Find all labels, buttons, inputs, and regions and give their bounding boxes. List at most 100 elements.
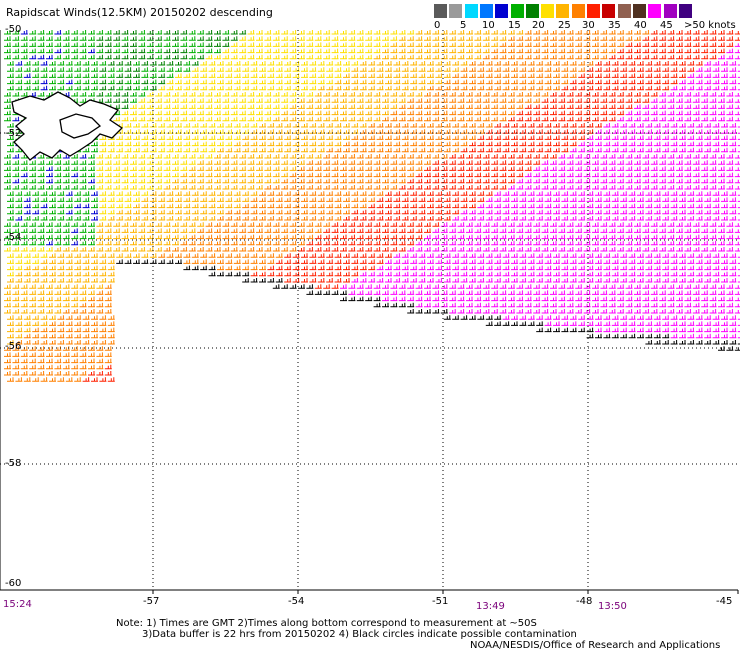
wind-barb — [82, 321, 90, 326]
wind-barb — [20, 302, 28, 308]
wind-barb — [401, 197, 409, 202]
wind-barb — [524, 284, 532, 289]
wind-barb — [368, 259, 376, 264]
wind-barb — [519, 265, 527, 271]
wind-barb — [141, 191, 149, 196]
wind-barb — [533, 54, 541, 60]
wind-barb — [175, 209, 182, 215]
wind-barb — [281, 104, 289, 109]
wind-barb — [502, 259, 510, 264]
wind-barb — [124, 67, 132, 72]
wind-barb — [600, 154, 608, 159]
wind-barb — [586, 67, 594, 72]
wind-barb — [208, 79, 216, 85]
wind-barb — [578, 191, 586, 196]
wind-barb — [40, 278, 48, 283]
wind-barb — [516, 222, 524, 227]
wind-barb — [99, 216, 107, 221]
wind-barb — [401, 259, 409, 264]
wind-barb — [368, 79, 376, 85]
wind-barb — [62, 185, 70, 190]
wind-barb — [348, 234, 356, 240]
wind-barb — [205, 92, 213, 97]
wind-barb — [239, 54, 247, 60]
wind-barb — [49, 265, 56, 271]
wind-barb — [692, 154, 700, 159]
wind-barb — [670, 67, 678, 72]
wind-barb — [373, 36, 381, 41]
wind-barb — [586, 265, 594, 271]
wind-barb — [239, 178, 247, 184]
wind-barb — [334, 265, 342, 271]
wind-barb — [603, 135, 611, 140]
wind-barb — [20, 166, 28, 171]
wind-barb — [407, 185, 415, 190]
wind-barb — [166, 79, 174, 85]
wind-barb — [432, 284, 440, 289]
wind-barb — [208, 216, 216, 221]
wind-barb — [709, 178, 717, 184]
wind-barb — [718, 178, 725, 184]
wind-barb — [32, 67, 40, 72]
wind-barb — [443, 147, 451, 153]
wind-barb — [617, 302, 625, 308]
wind-barb — [642, 302, 650, 308]
wind-barb — [637, 278, 644, 283]
wind-barb — [566, 247, 574, 252]
wind-barb — [701, 284, 709, 289]
wind-barb — [104, 154, 112, 159]
wind-barb — [435, 141, 443, 147]
wind-barb — [477, 67, 485, 72]
wind-barb — [516, 54, 524, 60]
wind-barb — [214, 54, 221, 60]
wind-barb — [180, 98, 188, 103]
wind-barb — [172, 42, 179, 47]
wind-barb — [709, 172, 717, 178]
wind-barb — [359, 203, 367, 209]
wind-barb — [343, 203, 350, 209]
wind-barb — [259, 73, 266, 78]
wind-barb — [79, 92, 87, 97]
wind-barb — [628, 333, 636, 339]
wind-barb — [326, 123, 334, 128]
wind-barb — [292, 253, 300, 258]
wind-barb — [272, 48, 280, 54]
wind-barb — [583, 290, 591, 295]
wind-barb — [575, 309, 583, 314]
wind-barb — [256, 222, 263, 227]
wind-barb — [418, 79, 426, 85]
wind-barb — [175, 123, 182, 128]
wind-barb — [4, 284, 11, 289]
wind-barb — [494, 61, 502, 66]
wind-barb — [726, 296, 734, 302]
wind-barb — [272, 160, 280, 165]
wind-barb — [541, 240, 549, 246]
wind-barb — [331, 54, 339, 60]
wind-barb — [298, 116, 305, 122]
wind-barb — [712, 278, 720, 283]
wind-barb — [424, 290, 431, 295]
wind-barb — [398, 110, 406, 116]
wind-barb — [524, 104, 532, 109]
wind-barb — [259, 85, 266, 91]
wind-barb — [637, 333, 644, 339]
wind-barb — [575, 92, 583, 97]
wind-barb — [608, 172, 616, 178]
wind-barb — [121, 110, 129, 116]
wind-barb — [376, 73, 384, 78]
wind-barb — [575, 222, 583, 227]
wind-barb — [477, 79, 485, 85]
wind-barb — [88, 309, 95, 314]
wind-barb — [373, 284, 381, 289]
wind-barb — [107, 79, 115, 85]
wind-barb — [242, 79, 250, 85]
wind-barb — [583, 42, 591, 47]
wind-barb — [653, 79, 661, 85]
wind-barb — [679, 73, 686, 78]
wind-barb — [74, 315, 82, 320]
wind-barb — [477, 147, 485, 153]
wind-barb — [365, 30, 373, 35]
wind-barb — [242, 197, 250, 202]
wind-barb — [524, 302, 532, 308]
wind-barb — [692, 172, 700, 178]
